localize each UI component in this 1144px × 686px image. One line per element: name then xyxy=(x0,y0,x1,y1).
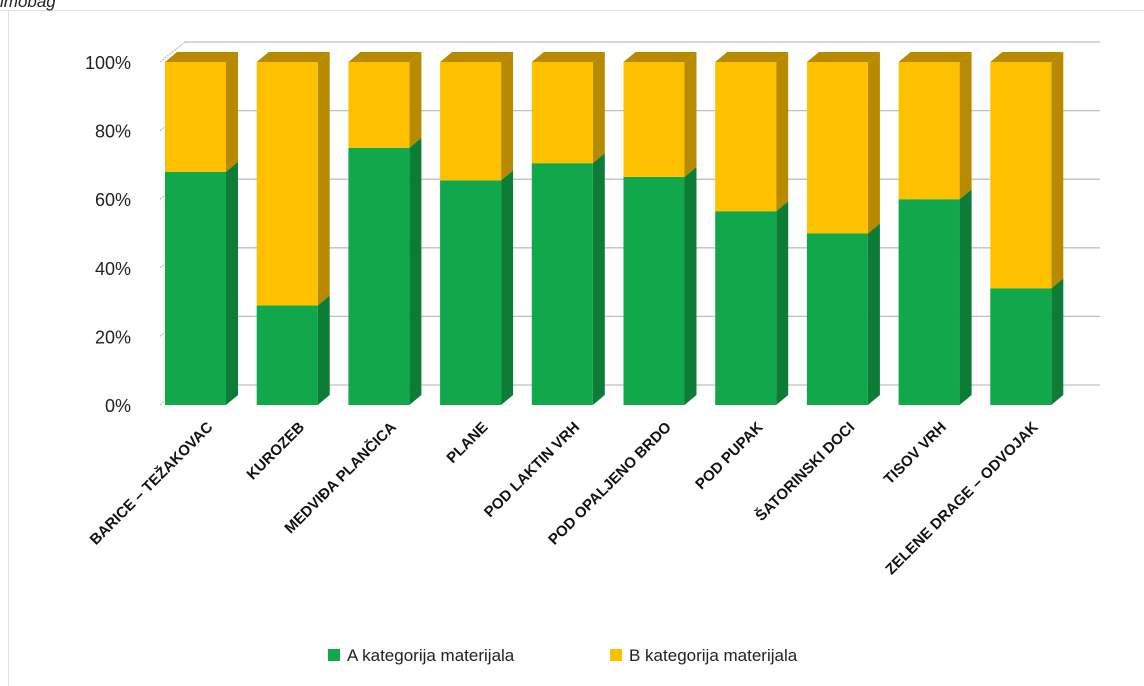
bar-top-series-b xyxy=(256,52,330,62)
bar-series-a xyxy=(165,171,226,405)
x-tick-label: TISOV VRH xyxy=(881,419,950,488)
x-tick-label: POD PUPAK xyxy=(692,419,766,493)
y-tick-label: 0% xyxy=(105,396,131,416)
bar-side-series-b xyxy=(867,52,880,234)
bar-series-a xyxy=(715,211,777,405)
bar-top-series-b xyxy=(990,52,1064,62)
bar-side-series-b xyxy=(1051,52,1064,289)
bar-top-series-b xyxy=(531,52,605,62)
frame-left-border xyxy=(8,10,9,686)
bar-top-series-b xyxy=(440,52,514,62)
bar-top-series-b xyxy=(806,52,880,62)
bar-series-a xyxy=(348,147,410,405)
bar-side-series-a xyxy=(592,153,605,405)
bar-side-series-a xyxy=(776,201,789,405)
bar-series-b xyxy=(806,62,868,234)
x-tick-label: ŠATORINSKI DOCI xyxy=(752,418,859,525)
y-axis: 0% 20% 40% 60% 80% 100% xyxy=(85,53,131,416)
bar-side-series-a xyxy=(317,295,330,405)
bar-series-a xyxy=(806,233,868,405)
x-tick-label: BARICE – TEŽAKOVAC xyxy=(86,418,217,549)
bar-series-b xyxy=(898,62,960,200)
bar-top-series-b xyxy=(898,52,972,62)
bar-series-b xyxy=(990,62,1052,289)
bar-side-series-b xyxy=(776,52,789,212)
bar-series-b xyxy=(256,62,318,306)
bar-top-series-b xyxy=(715,52,789,62)
y-tick-label: 40% xyxy=(95,259,131,279)
bar-side-series-b xyxy=(501,52,514,181)
y-tick-label: 80% xyxy=(95,122,131,142)
gridline-depth xyxy=(159,41,186,63)
bar-series-b xyxy=(531,62,593,164)
bar-top-series-b xyxy=(348,52,422,62)
bar-top-series-b xyxy=(623,52,697,62)
bar-side-series-b xyxy=(592,52,605,164)
legend: A kategorija materijala B kategorija mat… xyxy=(328,646,798,665)
bar-series-b xyxy=(623,62,685,177)
frame-top-border xyxy=(0,10,1144,11)
bar-series-a xyxy=(440,180,502,405)
bar-side-series-b xyxy=(959,52,972,200)
bar-top-series-b xyxy=(165,52,238,62)
legend-label-series-a: A kategorija materijala xyxy=(347,646,515,665)
bar-side-series-a xyxy=(226,161,238,405)
bar-side-series-a xyxy=(684,166,697,405)
bar-side-series-a xyxy=(409,137,422,405)
bar-series-a xyxy=(990,288,1052,405)
bar-side-series-a xyxy=(501,170,514,405)
bar-side-series-b xyxy=(409,52,422,148)
bar-side-series-a xyxy=(867,223,880,405)
bar-side-series-a xyxy=(1051,278,1064,405)
bar-series-a xyxy=(256,305,318,405)
bar-side-series-b xyxy=(317,52,330,306)
legend-swatch-series-a xyxy=(328,649,340,661)
bars-layer xyxy=(165,52,1064,405)
x-tick-label: KUROZEB xyxy=(244,419,309,484)
y-tick-label: 100% xyxy=(85,53,131,73)
bar-series-a xyxy=(531,163,593,405)
bar-series-a xyxy=(898,199,960,405)
bar-series-a xyxy=(623,176,685,405)
bar-side-series-b xyxy=(226,52,238,172)
x-tick-label: ZELENE DRAGE – ODVOJAK xyxy=(882,419,1041,578)
y-tick-label: 20% xyxy=(95,327,131,347)
bar-series-b xyxy=(715,62,777,212)
legend-label-series-b: B kategorija materijala xyxy=(629,646,798,665)
legend-swatch-series-b xyxy=(610,649,622,661)
bar-side-series-a xyxy=(959,189,972,405)
chart-caption: imobag xyxy=(0,0,56,11)
bar-series-b xyxy=(165,62,226,172)
x-tick-label: PLANE xyxy=(443,419,491,467)
bar-series-b xyxy=(348,62,410,148)
x-tick-label: POD LAKTIN VRH xyxy=(481,419,583,521)
bar-side-series-b xyxy=(684,52,697,177)
y-tick-label: 60% xyxy=(95,190,131,210)
bar-series-b xyxy=(440,62,502,181)
